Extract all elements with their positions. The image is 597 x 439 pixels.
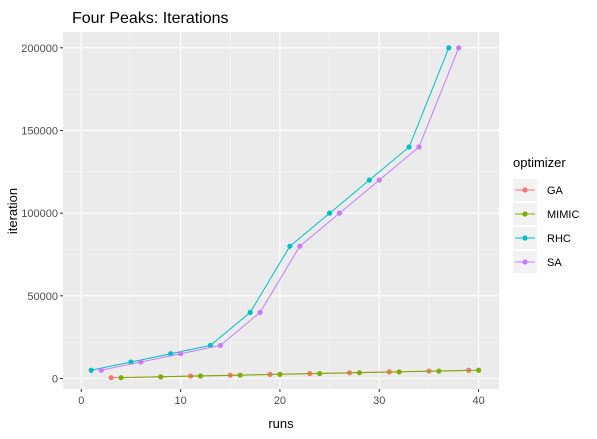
- data-point-sa: [138, 359, 144, 365]
- data-point-sa: [257, 309, 263, 315]
- data-point-sa: [416, 144, 422, 150]
- x-tick-label: 40: [472, 395, 484, 407]
- series-mimic: [118, 367, 482, 381]
- y-tick-label: 100000: [21, 208, 58, 220]
- y-axis-title: iteration: [5, 188, 20, 234]
- grid: [63, 32, 499, 389]
- plot-panel: [63, 32, 499, 389]
- legend: optimizer GA MIMIC RHC SA: [513, 155, 579, 273]
- legend-item-rhc: RHC: [513, 227, 571, 249]
- legend-key-point: [522, 211, 528, 217]
- y-tick-label: 0: [52, 374, 58, 386]
- series-rhc: [88, 45, 452, 373]
- data-point-sa: [98, 367, 104, 373]
- data-point-sa: [178, 351, 184, 357]
- x-tick-label: 20: [274, 395, 286, 407]
- data-point-ga: [108, 375, 114, 381]
- data-point-mimic: [476, 367, 482, 373]
- data-point-mimic: [436, 368, 442, 374]
- data-point-mimic: [317, 370, 323, 377]
- data-point-mimic: [356, 370, 363, 376]
- data-point-rhc: [128, 359, 134, 365]
- x-tick-label: 0: [78, 395, 84, 407]
- x-tick-label: 30: [373, 395, 385, 407]
- legend-label-ga: GA: [547, 185, 564, 197]
- data-point-sa: [297, 243, 303, 249]
- series-sa: [98, 45, 462, 373]
- data-point-rhc: [247, 309, 253, 315]
- legend-label-sa: SA: [547, 257, 562, 269]
- y-tick-label: 150000: [21, 125, 58, 137]
- data-point-mimic: [396, 369, 402, 375]
- axis-ticks: 0 10 20 30 40 0 50000 100000 150000 200000: [21, 43, 484, 407]
- legend-key-point: [522, 235, 528, 241]
- legend-label-mimic: MIMIC: [547, 209, 579, 221]
- legend-item-sa: SA: [513, 251, 562, 273]
- legend-title: optimizer: [513, 155, 566, 170]
- data-point-rhc: [446, 45, 452, 51]
- data-point-sa: [376, 177, 382, 183]
- y-tick-label: 50000: [27, 291, 58, 303]
- series-line-rhc: [91, 47, 450, 371]
- data-point-mimic: [277, 371, 283, 377]
- legend-item-mimic: MIMIC: [513, 203, 579, 225]
- legend-label-rhc: RHC: [547, 233, 571, 245]
- data-point-mimic: [118, 375, 124, 381]
- data-point-rhc: [88, 367, 94, 373]
- y-tick-label: 200000: [21, 43, 58, 55]
- data-point-mimic: [237, 372, 243, 378]
- data-point-sa: [456, 45, 462, 51]
- data-point-mimic: [158, 374, 164, 380]
- data-point-rhc: [406, 144, 412, 150]
- series-layer: [88, 45, 482, 381]
- x-tick-label: 10: [175, 395, 187, 407]
- data-point-mimic: [197, 373, 204, 379]
- x-axis-title: runs: [268, 416, 294, 431]
- series-line-mimic: [120, 369, 479, 379]
- chart-title: Four Peaks: Iterations: [72, 10, 229, 27]
- data-point-rhc: [287, 243, 293, 249]
- data-point-rhc: [366, 177, 372, 183]
- data-point-sa: [336, 210, 343, 216]
- legend-key-point: [522, 259, 528, 265]
- legend-key-point: [522, 187, 528, 193]
- data-point-sa: [217, 342, 223, 349]
- legend-item-ga: GA: [513, 179, 564, 201]
- data-point-rhc: [327, 210, 333, 216]
- series-line-sa: [101, 47, 460, 371]
